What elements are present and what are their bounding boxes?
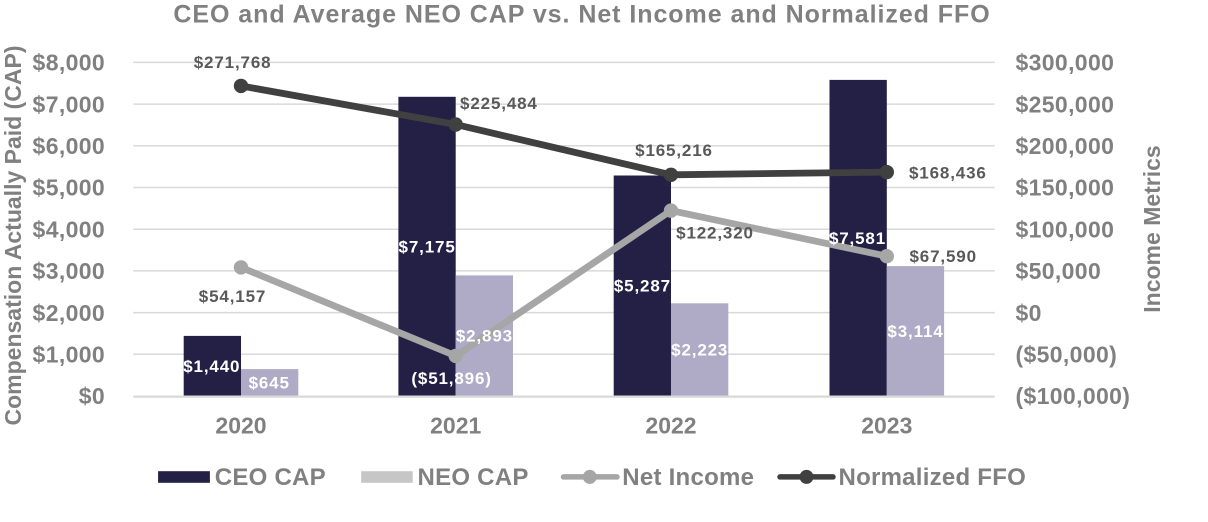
svg-text:$0: $0 xyxy=(79,383,105,409)
svg-text:$2,893: $2,893 xyxy=(456,327,513,346)
svg-text:$1,000: $1,000 xyxy=(33,342,105,368)
svg-text:NEO CAP: NEO CAP xyxy=(418,464,529,491)
svg-text:Net Income: Net Income xyxy=(622,464,754,491)
svg-text:($100,000): ($100,000) xyxy=(1016,383,1131,409)
svg-text:$3,114: $3,114 xyxy=(887,322,943,341)
svg-text:$645: $645 xyxy=(249,373,290,392)
svg-text:$7,000: $7,000 xyxy=(33,91,105,117)
svg-text:$7,175: $7,175 xyxy=(399,237,456,256)
svg-text:$3,000: $3,000 xyxy=(33,258,105,284)
svg-text:$122,320: $122,320 xyxy=(676,224,754,243)
svg-text:$54,157: $54,157 xyxy=(199,287,266,306)
svg-text:2022: 2022 xyxy=(645,412,696,438)
svg-text:$0: $0 xyxy=(1016,300,1042,326)
svg-text:$165,216: $165,216 xyxy=(635,141,713,160)
svg-text:2021: 2021 xyxy=(430,412,481,438)
svg-text:2023: 2023 xyxy=(861,412,912,438)
svg-text:$225,484: $225,484 xyxy=(460,94,538,113)
svg-text:Income Metrics: Income Metrics xyxy=(1139,145,1165,312)
svg-text:$271,768: $271,768 xyxy=(194,53,272,72)
svg-text:$67,590: $67,590 xyxy=(910,247,977,266)
svg-text:$2,223: $2,223 xyxy=(671,341,728,360)
svg-text:$5,000: $5,000 xyxy=(33,175,105,201)
svg-text:Normalized FFO: Normalized FFO xyxy=(839,464,1027,491)
svg-text:2020: 2020 xyxy=(215,412,266,438)
svg-text:$5,287: $5,287 xyxy=(614,277,671,296)
svg-text:$50,000: $50,000 xyxy=(1016,258,1102,284)
svg-text:($51,896): ($51,896) xyxy=(411,369,491,388)
svg-text:($50,000): ($50,000) xyxy=(1016,342,1118,368)
svg-text:$6,000: $6,000 xyxy=(33,133,105,159)
svg-text:$168,436: $168,436 xyxy=(909,164,987,183)
svg-text:$8,000: $8,000 xyxy=(33,50,105,76)
svg-text:$1,440: $1,440 xyxy=(183,357,240,376)
svg-text:CEO CAP: CEO CAP xyxy=(215,464,326,491)
svg-text:Compensation Actually Paid (CA: Compensation Actually Paid (CAP) xyxy=(0,46,26,426)
svg-text:$250,000: $250,000 xyxy=(1016,91,1115,117)
svg-text:$2,000: $2,000 xyxy=(33,300,105,326)
svg-text:$4,000: $4,000 xyxy=(33,216,105,242)
svg-text:$7,581: $7,581 xyxy=(829,229,886,248)
svg-text:CEO and Average NEO CAP vs. Ne: CEO and Average NEO CAP vs. Net Income a… xyxy=(173,1,990,29)
svg-text:$200,000: $200,000 xyxy=(1016,133,1115,159)
svg-text:$300,000: $300,000 xyxy=(1016,50,1115,76)
svg-text:$150,000: $150,000 xyxy=(1016,175,1115,201)
svg-text:$100,000: $100,000 xyxy=(1016,216,1115,242)
